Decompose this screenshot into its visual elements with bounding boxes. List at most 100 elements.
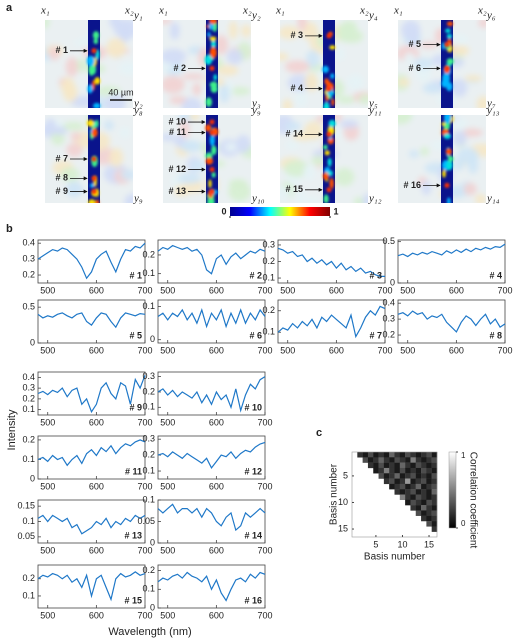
heatmap-cell (421, 494, 427, 501)
x-label: x₁ (40, 5, 50, 17)
texture-blob (306, 49, 320, 68)
y-tick-label: 0.2 (22, 434, 35, 444)
heatmap-cell (373, 452, 379, 458)
heatmap-cell (410, 457, 416, 463)
annotation: # 5 (129, 330, 142, 340)
heatmap-cell (378, 452, 385, 458)
texture-blob (358, 94, 368, 105)
spot (209, 65, 215, 71)
texture-blob (192, 83, 203, 96)
texture-blob (62, 121, 85, 131)
spot (95, 119, 99, 128)
texture-blob (163, 48, 187, 64)
y-tick-label: 0.3 (382, 313, 395, 323)
image-texture (45, 20, 133, 108)
spot (95, 49, 100, 61)
y-tick-label: 0 (150, 537, 155, 547)
heatmap-cell (383, 478, 390, 485)
spot (210, 39, 217, 49)
y-axis-label: Intensity (6, 409, 18, 450)
spot (331, 98, 335, 106)
annotation: # 2 (249, 270, 262, 280)
y-tick-label: 0.3 (142, 434, 155, 444)
y-tick-label: 0.4 (22, 372, 35, 382)
heatmap-cell (378, 462, 385, 469)
texture-blob (280, 186, 291, 202)
spot (95, 199, 100, 203)
y-tick-label: 0.2 (22, 269, 35, 279)
colorbar-tick-label: 0 (461, 519, 466, 528)
texture-blob (173, 134, 186, 147)
y-label: y₇ (486, 98, 496, 110)
colorbar (230, 207, 330, 216)
heatmap-cell (431, 515, 438, 522)
spot (324, 150, 330, 156)
heatmap-cell (383, 462, 390, 469)
y-label: y₁₄ (486, 193, 500, 205)
heatmap-cell (367, 462, 374, 469)
x-tick-label: 500 (400, 285, 415, 295)
y-tick-label: 0.05 (137, 516, 155, 526)
texture-blob (109, 147, 124, 168)
spot (91, 189, 97, 195)
x-tick-label: 600 (89, 285, 104, 295)
y-label: y₂ (133, 98, 143, 110)
texture-blob (119, 127, 131, 139)
marker-label: # 8 (55, 173, 68, 183)
texture-blob (287, 74, 311, 92)
heatmap-cell (421, 462, 427, 469)
x-label: x₁ (158, 5, 168, 17)
marker-label: # 1 (55, 45, 68, 55)
x-tick-label: 500 (160, 481, 175, 491)
texture-blob (304, 73, 319, 92)
x-tick-label: 700 (497, 285, 512, 295)
spot (447, 155, 454, 162)
heatmap-cell (431, 478, 438, 485)
heatmap-cell (399, 452, 406, 458)
spot (326, 33, 332, 39)
texture-blob (181, 73, 205, 80)
texture-blob (475, 193, 486, 203)
spectrum-line (157, 441, 266, 470)
x-label: x₂ (242, 5, 252, 17)
marker-label: # 5 (408, 39, 421, 49)
texture-blob (120, 169, 133, 181)
heatmap-cell (389, 478, 395, 485)
heatmap-cell (415, 489, 422, 495)
y-label: y₃ (251, 98, 261, 110)
x-tick-label: 600 (89, 417, 104, 427)
y-tick-label: 0.1 (142, 465, 155, 475)
y-tick-label: 0.1 (142, 402, 155, 412)
y-tick-label: 0.1 (22, 516, 35, 526)
y-tick-label: 0.3 (142, 371, 155, 381)
spectrum-line (157, 571, 266, 602)
y-label: y₆ (486, 10, 496, 22)
heatmap-cell (431, 489, 438, 495)
heatmap-cell (410, 505, 416, 511)
spot (446, 58, 455, 65)
x-tick-label: 500 (280, 345, 295, 355)
heatmap-cell (367, 457, 374, 463)
texture-blob (452, 129, 467, 147)
texture-blob (45, 118, 57, 135)
y-tick-label: 0.3 (22, 253, 35, 263)
heatmap-cell (415, 473, 422, 479)
texture-blob (178, 172, 202, 184)
heatmap-cell (394, 457, 401, 463)
plot-frame (157, 564, 266, 609)
spot (93, 102, 101, 108)
panel-label: a (6, 2, 13, 14)
x-tick-label: 600 (89, 345, 104, 355)
x-tick-label: 500 (40, 417, 55, 427)
spot (323, 194, 329, 203)
heatmap-cell (421, 515, 427, 522)
y-tick-label: 0.4 (382, 298, 395, 308)
heatmap-cell (426, 462, 432, 469)
spot (205, 157, 214, 165)
heatmap-cell (405, 494, 411, 501)
heatmap-cell (421, 457, 427, 463)
texture-blob (336, 23, 356, 43)
plot-frame (277, 239, 386, 284)
texture-blob (297, 20, 307, 32)
plot-frame (37, 299, 146, 344)
